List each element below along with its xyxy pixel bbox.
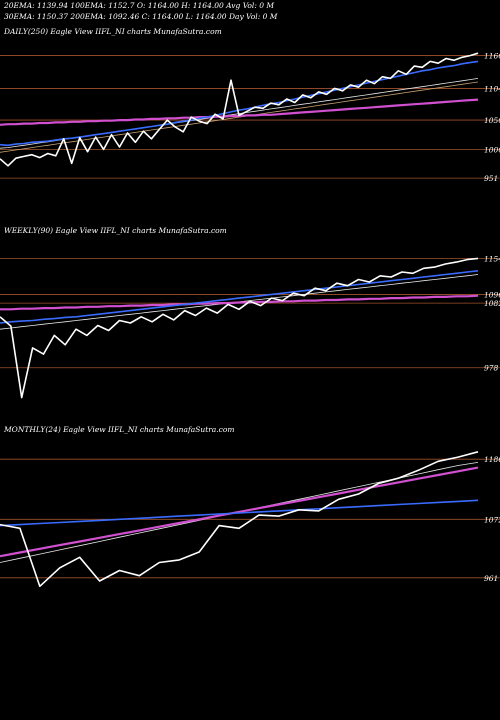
y-tick-label: 1160 [484, 52, 500, 61]
panel-title: DAILY(250) Eagle View IIFL_NI charts Mun… [3, 27, 222, 36]
price-line [0, 52, 479, 167]
y-tick-label: 1104 [484, 84, 500, 93]
header-line-2: 30EMA: 1150.37 200EMA: 1092.46 C: 1164.0… [4, 12, 278, 21]
ema-line-blue [0, 499, 479, 527]
chart-panel-2: WEEKLY(90) Eagle View IIFL_NI charts Mun… [0, 226, 500, 399]
y-tick-label: 961 [484, 574, 498, 583]
ema-line-magenta [0, 294, 479, 311]
y-tick-label: 951 [484, 174, 498, 183]
panel-title: MONTHLY(24) Eagle View IIFL_NI charts Mu… [3, 425, 234, 434]
y-tick-label: 1096 [484, 290, 500, 299]
y-tick-label: 1154 [484, 254, 500, 263]
y-tick-label: 978 [484, 364, 499, 373]
chart-panel-1: DAILY(250) Eagle View IIFL_NI charts Mun… [0, 27, 500, 183]
y-tick-label: 1186 [484, 455, 500, 464]
chart-panel-3: MONTHLY(24) Eagle View IIFL_NI charts Mu… [0, 425, 500, 588]
y-tick-label: 1050 [484, 116, 500, 125]
panel-title: WEEKLY(90) Eagle View IIFL_NI charts Mun… [4, 226, 227, 235]
header-line-1: 20EMA: 1139.94 100EMA: 1152.7 O: 1164.00… [3, 1, 274, 10]
y-tick-label: 1072 [484, 515, 500, 524]
ema-line-blue [0, 270, 479, 324]
header: 20EMA: 1139.94 100EMA: 1152.7 O: 1164.00… [3, 1, 278, 21]
y-tick-label: 1082 [484, 299, 500, 308]
price-line [0, 451, 479, 588]
y-tick-label: 1000 [484, 145, 500, 154]
price-line [0, 257, 479, 399]
ema-line-magenta [0, 466, 479, 558]
ema-line-tan [0, 81, 479, 153]
